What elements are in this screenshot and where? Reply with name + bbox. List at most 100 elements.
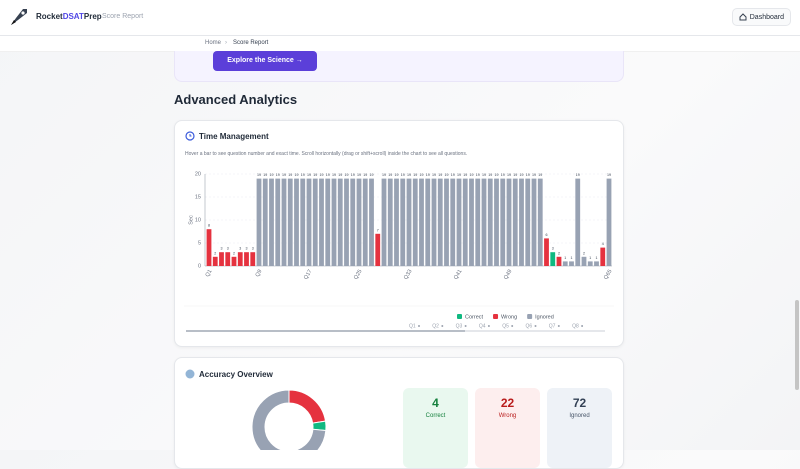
bar-value-label: 3 <box>239 247 241 251</box>
navigator-dot <box>534 325 537 327</box>
donut-slice <box>251 389 327 450</box>
button-label: Explore the Science <box>227 57 294 64</box>
button-label: Dashboard <box>749 14 784 21</box>
bar <box>262 178 268 266</box>
bar-value-label: 19 <box>320 173 324 177</box>
navigator-label: Q2 <box>432 323 439 329</box>
bar <box>419 178 424 266</box>
navigator-label: Q6 <box>526 323 533 329</box>
bar-value-label: 19 <box>576 173 580 177</box>
navigator-dot <box>418 325 420 327</box>
bar-value-label: 19 <box>282 173 286 177</box>
bar-value-label: 19 <box>607 173 611 177</box>
bar <box>531 178 537 266</box>
navigator-dot <box>441 325 444 327</box>
bar-value-label: 19 <box>288 173 292 177</box>
bar-value-label: 3 <box>227 247 229 251</box>
legend-label: Ignored <box>535 314 554 320</box>
bar <box>462 178 468 266</box>
bar <box>500 178 506 266</box>
bar-value-label: 19 <box>326 173 330 177</box>
brand-text: Rocket <box>36 12 63 21</box>
bar-value-label: 3 <box>246 247 248 251</box>
bar-value-label: 19 <box>420 173 424 177</box>
bar <box>394 178 399 266</box>
donut-slice <box>288 389 327 424</box>
bar <box>469 178 474 266</box>
bar <box>481 178 487 266</box>
bar <box>237 252 243 266</box>
bar <box>456 178 462 266</box>
y-tick-label: 0 <box>198 263 201 269</box>
dashboard-button[interactable]: Dashboard <box>732 8 791 26</box>
bar-value-label: 2 <box>214 251 216 255</box>
bar-value-label: 19 <box>332 173 336 177</box>
bar-value-label: 19 <box>432 173 436 177</box>
bar-value-label: 19 <box>463 173 467 177</box>
bar-value-label: 19 <box>338 173 342 177</box>
bar-value-label: 3 <box>552 247 554 251</box>
legend-swatch <box>527 314 533 319</box>
navigator-label: Q4 <box>479 323 486 329</box>
bar <box>475 178 481 266</box>
banner-button[interactable]: Explore the Science → <box>213 51 317 71</box>
navigator-dot <box>511 325 514 327</box>
bar <box>387 178 393 266</box>
brand: RocketDSATPrep <box>36 12 102 21</box>
stat-label: Correct <box>425 413 446 419</box>
bar <box>587 261 593 266</box>
page-scrollbar[interactable] <box>795 300 799 390</box>
bar <box>250 252 256 266</box>
bar-value-label: 1 <box>571 256 573 260</box>
bar-value-label: 19 <box>457 173 461 177</box>
bar-value-label: 19 <box>445 173 449 177</box>
bar-value-label: 19 <box>538 173 542 177</box>
stat-card: 72 Ignored <box>547 388 612 468</box>
navigator-label: Q8 <box>572 323 579 329</box>
bar <box>306 178 312 266</box>
bar-value-label: 19 <box>407 173 411 177</box>
bar-value-label: 2 <box>583 251 585 255</box>
y-tick-label: 10 <box>195 217 201 223</box>
bar <box>437 178 443 266</box>
legend-label: Wrong <box>501 314 517 320</box>
bar <box>556 256 562 266</box>
bar <box>287 178 293 266</box>
bar <box>550 252 556 266</box>
section-title: Advanced Analytics <box>174 92 298 107</box>
x-tick-label: Q65 <box>603 269 613 281</box>
navigator-dot <box>464 325 467 327</box>
bar <box>606 178 612 266</box>
bar <box>431 178 437 266</box>
bar-value-label: 7 <box>377 228 379 232</box>
bar <box>362 178 368 266</box>
bar <box>575 178 581 266</box>
bar <box>344 178 349 266</box>
bar-value-label: 19 <box>263 173 267 177</box>
bar <box>444 178 449 266</box>
bar <box>281 178 287 266</box>
bar-value-label: 19 <box>257 173 261 177</box>
bar-value-label: 19 <box>482 173 486 177</box>
bar <box>412 178 418 266</box>
bar-value-label: 1 <box>596 256 598 260</box>
navigator-label: Q7 <box>549 323 556 329</box>
bar-value-label: 19 <box>351 173 355 177</box>
home-icon <box>739 13 747 21</box>
bar <box>325 178 331 266</box>
stat-label: Ignored <box>569 413 590 419</box>
y-tick-label: 15 <box>195 194 201 200</box>
bar-value-label: 19 <box>276 173 280 177</box>
bar-value-label: 19 <box>363 173 367 177</box>
bar-value-label: 1 <box>589 256 591 260</box>
bar-value-label: 3 <box>221 247 223 251</box>
card-title: Time Management <box>199 132 269 141</box>
bar <box>525 178 531 266</box>
logo <box>11 9 27 25</box>
bar-value-label: 19 <box>395 173 399 177</box>
bar-value-label: 19 <box>388 173 392 177</box>
bar <box>487 178 493 266</box>
breadcrumb-link[interactable]: Home <box>205 40 222 46</box>
x-tick-label: Q17 <box>303 269 313 281</box>
